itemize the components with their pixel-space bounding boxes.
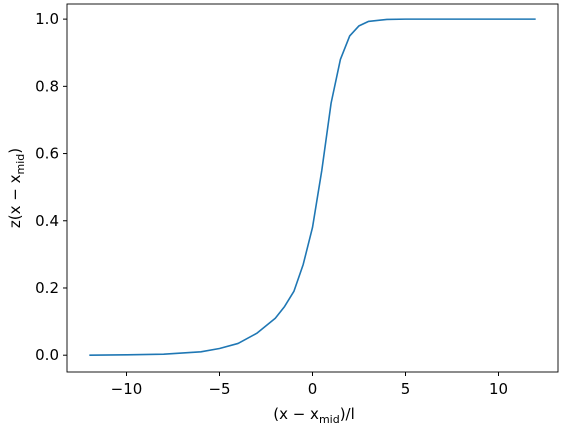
x-label-part: )/l [340,405,355,423]
y-tick-label: 1.0 [35,10,59,28]
y-label-part: z(x − x [6,174,24,228]
y-label-part: ) [6,148,24,154]
y-label-sub: mid [14,154,27,175]
x-tick-label: −5 [208,380,230,398]
line-series [89,18,536,356]
y-tick-label: 0.8 [35,77,59,95]
y-axis-label: z(x − xmid) [6,148,27,228]
axes-frame [66,3,559,373]
y-tick-label: 0.2 [35,279,59,297]
y-tick-label: 0.0 [35,346,59,364]
x-label-part: (x − x [273,405,319,423]
x-axis-label: (x − xmid)/l [273,405,355,425]
x-tick-label: 10 [489,380,508,398]
y-tick-label: 0.6 [35,145,59,163]
x-label-sub: mid [319,413,340,425]
x-tick-label: 5 [401,380,411,398]
x-tick-label: 0 [308,380,318,398]
y-tick-label: 0.4 [35,212,59,230]
x-tick-label: −10 [111,380,143,398]
